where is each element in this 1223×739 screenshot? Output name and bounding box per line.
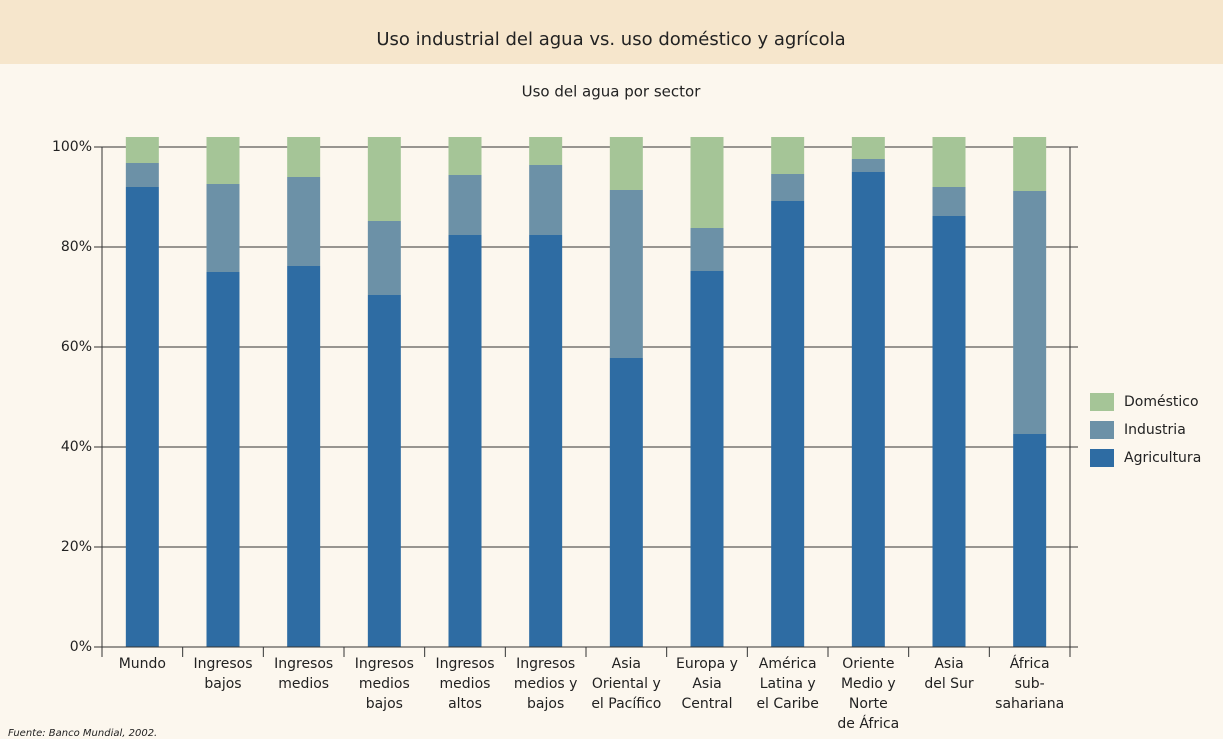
x-tick-label: Norte (849, 696, 888, 712)
x-tick-label: de África (837, 715, 899, 732)
x-tick-label: Medio y (841, 676, 896, 692)
bar-segment (448, 137, 482, 175)
title-band (0, 0, 1223, 64)
x-tick-label: bajos (204, 676, 241, 692)
legend-swatch (1090, 421, 1114, 439)
source: Fuente: Banco Mundial, 2002. (8, 728, 157, 739)
x-tick-label: Central (682, 696, 733, 712)
y-tick-label: 80% (61, 239, 92, 255)
legend-swatch (1090, 393, 1114, 411)
x-tick-label: sahariana (995, 696, 1064, 712)
x-tick-label: Ingresos (355, 656, 414, 672)
bar-segment (529, 235, 563, 647)
y-tick-label: 0% (70, 639, 92, 655)
bar-segment (609, 137, 643, 190)
bar-segment (771, 174, 805, 201)
x-tick-label: sub- (1015, 676, 1045, 692)
bar-segment (367, 295, 401, 647)
bar-segment (529, 137, 563, 165)
bar-segment (690, 228, 724, 271)
bar-segment (529, 165, 563, 235)
bar-segment (771, 137, 805, 174)
bar-segment (367, 221, 401, 295)
bar-segment (448, 235, 482, 647)
legend-swatch (1090, 449, 1114, 467)
x-tick-label: bajos (366, 696, 403, 712)
y-tick-label: 60% (61, 339, 92, 355)
x-tick-label: Ingresos (516, 656, 575, 672)
bar-segment (206, 137, 240, 184)
bar-segment (206, 272, 240, 647)
bar-segment (932, 137, 966, 187)
bar-segment (690, 137, 724, 228)
x-tick-label: medios (440, 676, 491, 692)
bar-segment (851, 137, 885, 159)
x-tick-label: Asia (934, 656, 963, 672)
x-tick-label: Ingresos (274, 656, 333, 672)
bar-segment (932, 216, 966, 647)
x-tick-label: Oriental y (592, 676, 661, 692)
legend-label: Industria (1124, 422, 1186, 438)
x-tick-label: Oriente (842, 656, 894, 672)
legend-label: Doméstico (1124, 394, 1199, 410)
bar-segment (690, 271, 724, 647)
y-tick-label: 40% (61, 439, 92, 455)
x-tick-label: el Caribe (756, 696, 818, 712)
x-tick-label: medios (359, 676, 410, 692)
bar-segment (1013, 137, 1047, 191)
bar-segment (125, 163, 159, 187)
bar-segment (125, 187, 159, 647)
bar-segment (771, 201, 805, 647)
bar-segment (287, 177, 321, 266)
x-tick-label: África (1010, 655, 1050, 672)
x-tick-label: Ingresos (435, 656, 494, 672)
x-tick-label: América (759, 656, 817, 672)
bar-segment (367, 137, 401, 221)
bar-segment (1013, 191, 1047, 434)
bar-segment (932, 187, 966, 216)
x-tick-label: el Pacífico (591, 696, 661, 712)
bar-segment (287, 266, 321, 647)
legend-label: Agricultura (1124, 450, 1201, 466)
x-tick-label: Mundo (119, 656, 166, 672)
x-tick-label: Asia (692, 676, 721, 692)
x-tick-label: Europa y (676, 656, 738, 672)
bar-segment (448, 175, 482, 235)
y-tick-label: 100% (52, 139, 92, 155)
bar-segment (609, 190, 643, 358)
bar-segment (609, 358, 643, 647)
x-tick-label: Latina y (760, 676, 816, 692)
y-tick-label: 20% (61, 539, 92, 555)
bar-segment (851, 159, 885, 172)
bar-segment (1013, 434, 1047, 647)
x-tick-label: medios y (514, 676, 578, 692)
bar-segment (206, 184, 240, 272)
bar-segment (851, 172, 885, 647)
x-tick-label: bajos (527, 696, 564, 712)
x-tick-label: Asia (612, 656, 641, 672)
bar-segment (125, 137, 159, 163)
x-tick-label: Ingresos (193, 656, 252, 672)
x-tick-label: medios (278, 676, 329, 692)
x-tick-label: altos (448, 696, 482, 712)
bar-segment (287, 137, 321, 177)
chart-subtitle: Uso del agua por sector (522, 83, 702, 101)
chart-title: Uso industrial del agua vs. uso doméstic… (376, 29, 845, 50)
x-tick-label: del Sur (924, 676, 974, 692)
